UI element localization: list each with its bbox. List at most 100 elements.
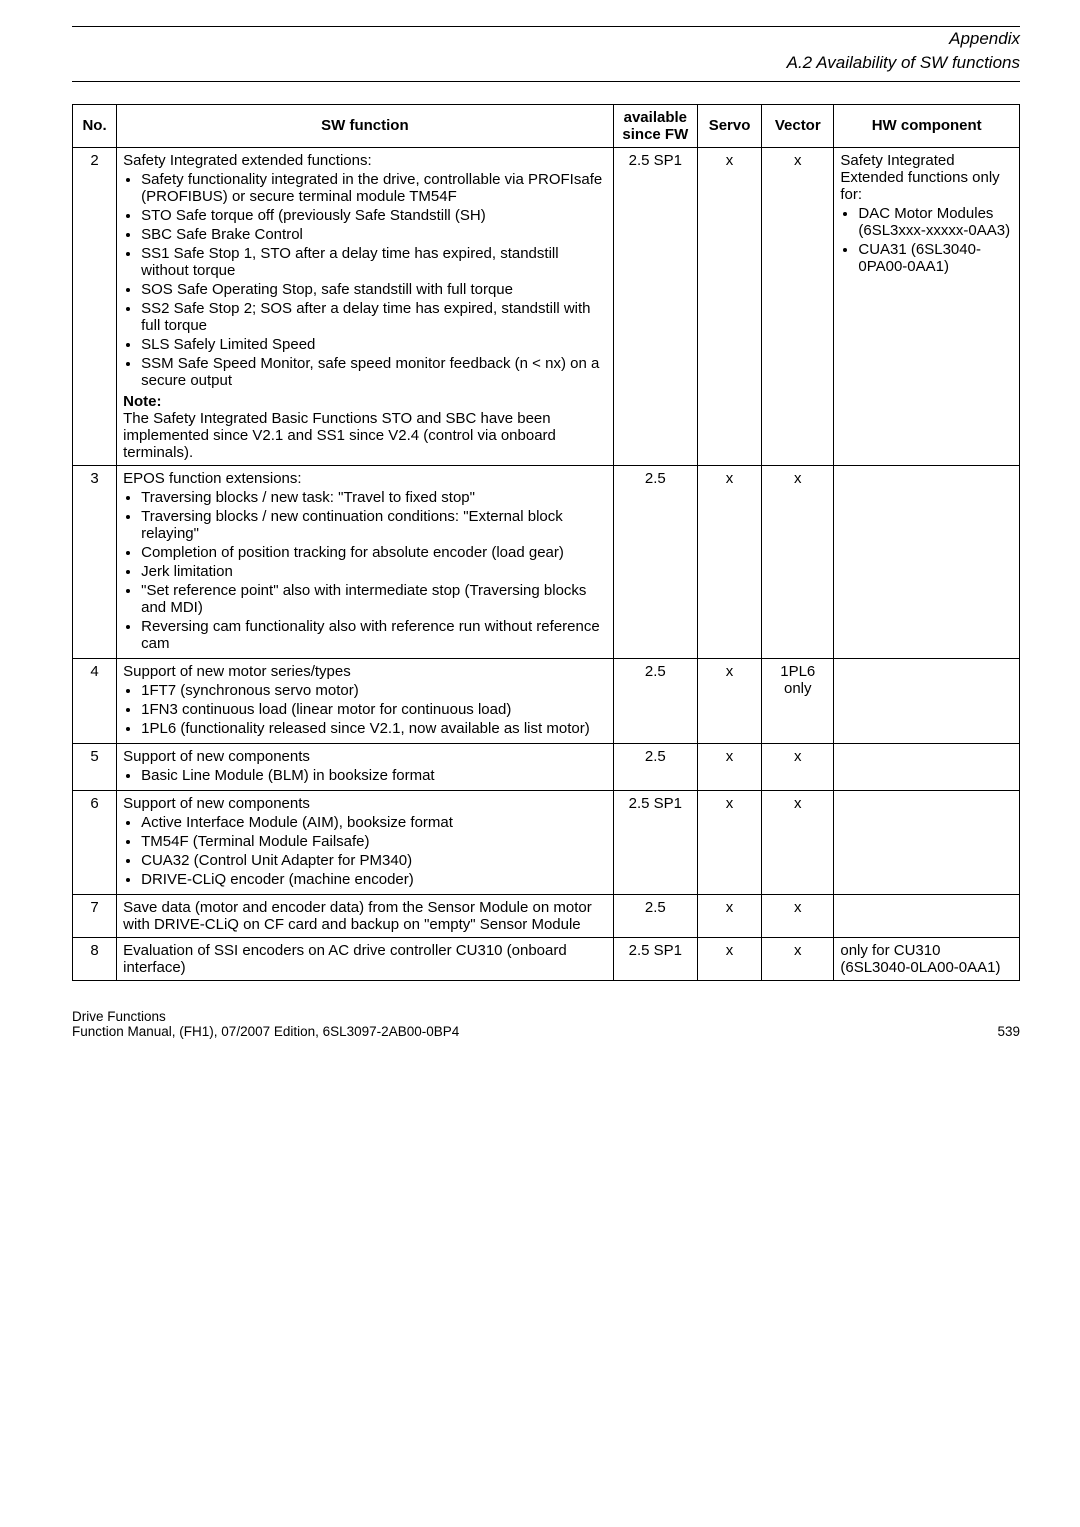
cell-vector: x xyxy=(762,147,834,465)
cell-no: 6 xyxy=(73,790,117,894)
lead-text: Support of new motor series/types xyxy=(123,663,607,680)
cell-no: 4 xyxy=(73,658,117,743)
cell-servo: x xyxy=(697,790,761,894)
bullet-list: Basic Line Module (BLM) in booksize form… xyxy=(141,767,607,784)
cell-av: 2.5 xyxy=(613,658,697,743)
page-header: Appendix A.2 Availability of SW function… xyxy=(72,27,1020,75)
cell-no: 7 xyxy=(73,894,117,937)
cell-servo: x xyxy=(697,937,761,980)
cell-sw: Save data (motor and encoder data) from … xyxy=(117,894,614,937)
cell-vector: x xyxy=(762,937,834,980)
footer-page-number: 539 xyxy=(997,1024,1020,1039)
cell-sw: Support of new components Active Interfa… xyxy=(117,790,614,894)
footer-left: Drive Functions Function Manual, (FH1), … xyxy=(72,1009,459,1039)
cell-vector: x xyxy=(762,743,834,790)
cell-no: 5 xyxy=(73,743,117,790)
lead-text: Support of new components xyxy=(123,795,607,812)
bullet: DRIVE-CLiQ encoder (machine encoder) xyxy=(141,871,607,888)
note-text: The Safety Integrated Basic Functions ST… xyxy=(123,410,607,461)
col-hw: HW component xyxy=(834,104,1020,147)
cell-av: 2.5 xyxy=(613,743,697,790)
bullet: 1PL6 (functionality released since V2.1,… xyxy=(141,720,607,737)
table-row: 3 EPOS function extensions: Traversing b… xyxy=(73,465,1020,658)
bullet: Basic Line Module (BLM) in booksize form… xyxy=(141,767,607,784)
cell-hw xyxy=(834,743,1020,790)
table-row: 5 Support of new components Basic Line M… xyxy=(73,743,1020,790)
bullet: Completion of position tracking for abso… xyxy=(141,544,607,561)
lead-text: Safety Integrated extended functions: xyxy=(123,152,607,169)
cell-vector: x xyxy=(762,790,834,894)
bullet-list: Safety functionality integrated in the d… xyxy=(141,171,607,389)
bullet: Traversing blocks / new task: "Travel to… xyxy=(141,489,607,506)
bullet: Reversing cam functionality also with re… xyxy=(141,618,607,652)
bullet-list: Traversing blocks / new task: "Travel to… xyxy=(141,489,607,652)
header-title: Appendix xyxy=(72,27,1020,51)
header-subtitle: A.2 Availability of SW functions xyxy=(72,51,1020,75)
cell-av: 2.5 SP1 xyxy=(613,790,697,894)
col-servo: Servo xyxy=(697,104,761,147)
bullet: DAC Motor Modules (6SL3xxx-xxxxx-0AA3) xyxy=(858,205,1013,239)
hw-lead: Safety Integrated Extended functions onl… xyxy=(840,152,1013,203)
sw-functions-table: No. SW function available since FW Servo… xyxy=(72,104,1020,981)
table-header-row: No. SW function available since FW Servo… xyxy=(73,104,1020,147)
table-row: 8 Evaluation of SSI encoders on AC drive… xyxy=(73,937,1020,980)
table-row: 6 Support of new components Active Inter… xyxy=(73,790,1020,894)
cell-servo: x xyxy=(697,658,761,743)
cell-av: 2.5 xyxy=(613,465,697,658)
lead-text: Support of new components xyxy=(123,748,607,765)
cell-vector: x xyxy=(762,894,834,937)
lead-text: EPOS function extensions: xyxy=(123,470,607,487)
cell-sw: Support of new motor series/types 1FT7 (… xyxy=(117,658,614,743)
bullet-list: 1FT7 (synchronous servo motor) 1FN3 cont… xyxy=(141,682,607,737)
cell-av: 2.5 xyxy=(613,894,697,937)
bullet: CUA31 (6SL3040-0PA00-0AA1) xyxy=(858,241,1013,275)
bullet: Safety functionality integrated in the d… xyxy=(141,171,607,205)
hw-bullets: DAC Motor Modules (6SL3xxx-xxxxx-0AA3) C… xyxy=(858,205,1013,275)
bullet: SLS Safely Limited Speed xyxy=(141,336,607,353)
cell-no: 3 xyxy=(73,465,117,658)
cell-servo: x xyxy=(697,147,761,465)
table-row: 2 Safety Integrated extended functions: … xyxy=(73,147,1020,465)
table-row: 7 Save data (motor and encoder data) fro… xyxy=(73,894,1020,937)
cell-hw: only for CU310 (6SL3040-0LA00-0AA1) xyxy=(834,937,1020,980)
cell-servo: x xyxy=(697,465,761,658)
cell-sw: Safety Integrated extended functions: Sa… xyxy=(117,147,614,465)
bullet: "Set reference point" also with intermed… xyxy=(141,582,607,616)
bullet: 1FN3 continuous load (linear motor for c… xyxy=(141,701,607,718)
table-row: 4 Support of new motor series/types 1FT7… xyxy=(73,658,1020,743)
bullet: 1FT7 (synchronous servo motor) xyxy=(141,682,607,699)
footer-line2: Function Manual, (FH1), 07/2007 Edition,… xyxy=(72,1024,459,1039)
bullet-list: Active Interface Module (AIM), booksize … xyxy=(141,814,607,888)
bullet: Traversing blocks / new continuation con… xyxy=(141,508,607,542)
bullet: STO Safe torque off (previously Safe Sta… xyxy=(141,207,607,224)
cell-hw xyxy=(834,894,1020,937)
bullet: TM54F (Terminal Module Failsafe) xyxy=(141,833,607,850)
note-label: Note: xyxy=(123,393,607,410)
bullet: SBC Safe Brake Control xyxy=(141,226,607,243)
cell-sw: Support of new components Basic Line Mod… xyxy=(117,743,614,790)
col-sw: SW function xyxy=(117,104,614,147)
cell-av: 2.5 SP1 xyxy=(613,937,697,980)
cell-hw xyxy=(834,465,1020,658)
col-no: No. xyxy=(73,104,117,147)
cell-hw xyxy=(834,658,1020,743)
page-footer: Drive Functions Function Manual, (FH1), … xyxy=(72,1009,1020,1039)
bullet: Jerk limitation xyxy=(141,563,607,580)
bullet: Active Interface Module (AIM), booksize … xyxy=(141,814,607,831)
cell-sw: EPOS function extensions: Traversing blo… xyxy=(117,465,614,658)
footer-line1: Drive Functions xyxy=(72,1009,459,1024)
cell-hw: Safety Integrated Extended functions onl… xyxy=(834,147,1020,465)
cell-servo: x xyxy=(697,894,761,937)
cell-servo: x xyxy=(697,743,761,790)
bullet: SSM Safe Speed Monitor, safe speed monit… xyxy=(141,355,607,389)
bullet: SS2 Safe Stop 2; SOS after a delay time … xyxy=(141,300,607,334)
cell-vector: x xyxy=(762,465,834,658)
bullet: SOS Safe Operating Stop, safe standstill… xyxy=(141,281,607,298)
cell-no: 2 xyxy=(73,147,117,465)
header-rule xyxy=(72,81,1020,82)
cell-hw xyxy=(834,790,1020,894)
bullet: CUA32 (Control Unit Adapter for PM340) xyxy=(141,852,607,869)
cell-no: 8 xyxy=(73,937,117,980)
page: Appendix A.2 Availability of SW function… xyxy=(0,0,1080,1069)
cell-sw: Evaluation of SSI encoders on AC drive c… xyxy=(117,937,614,980)
